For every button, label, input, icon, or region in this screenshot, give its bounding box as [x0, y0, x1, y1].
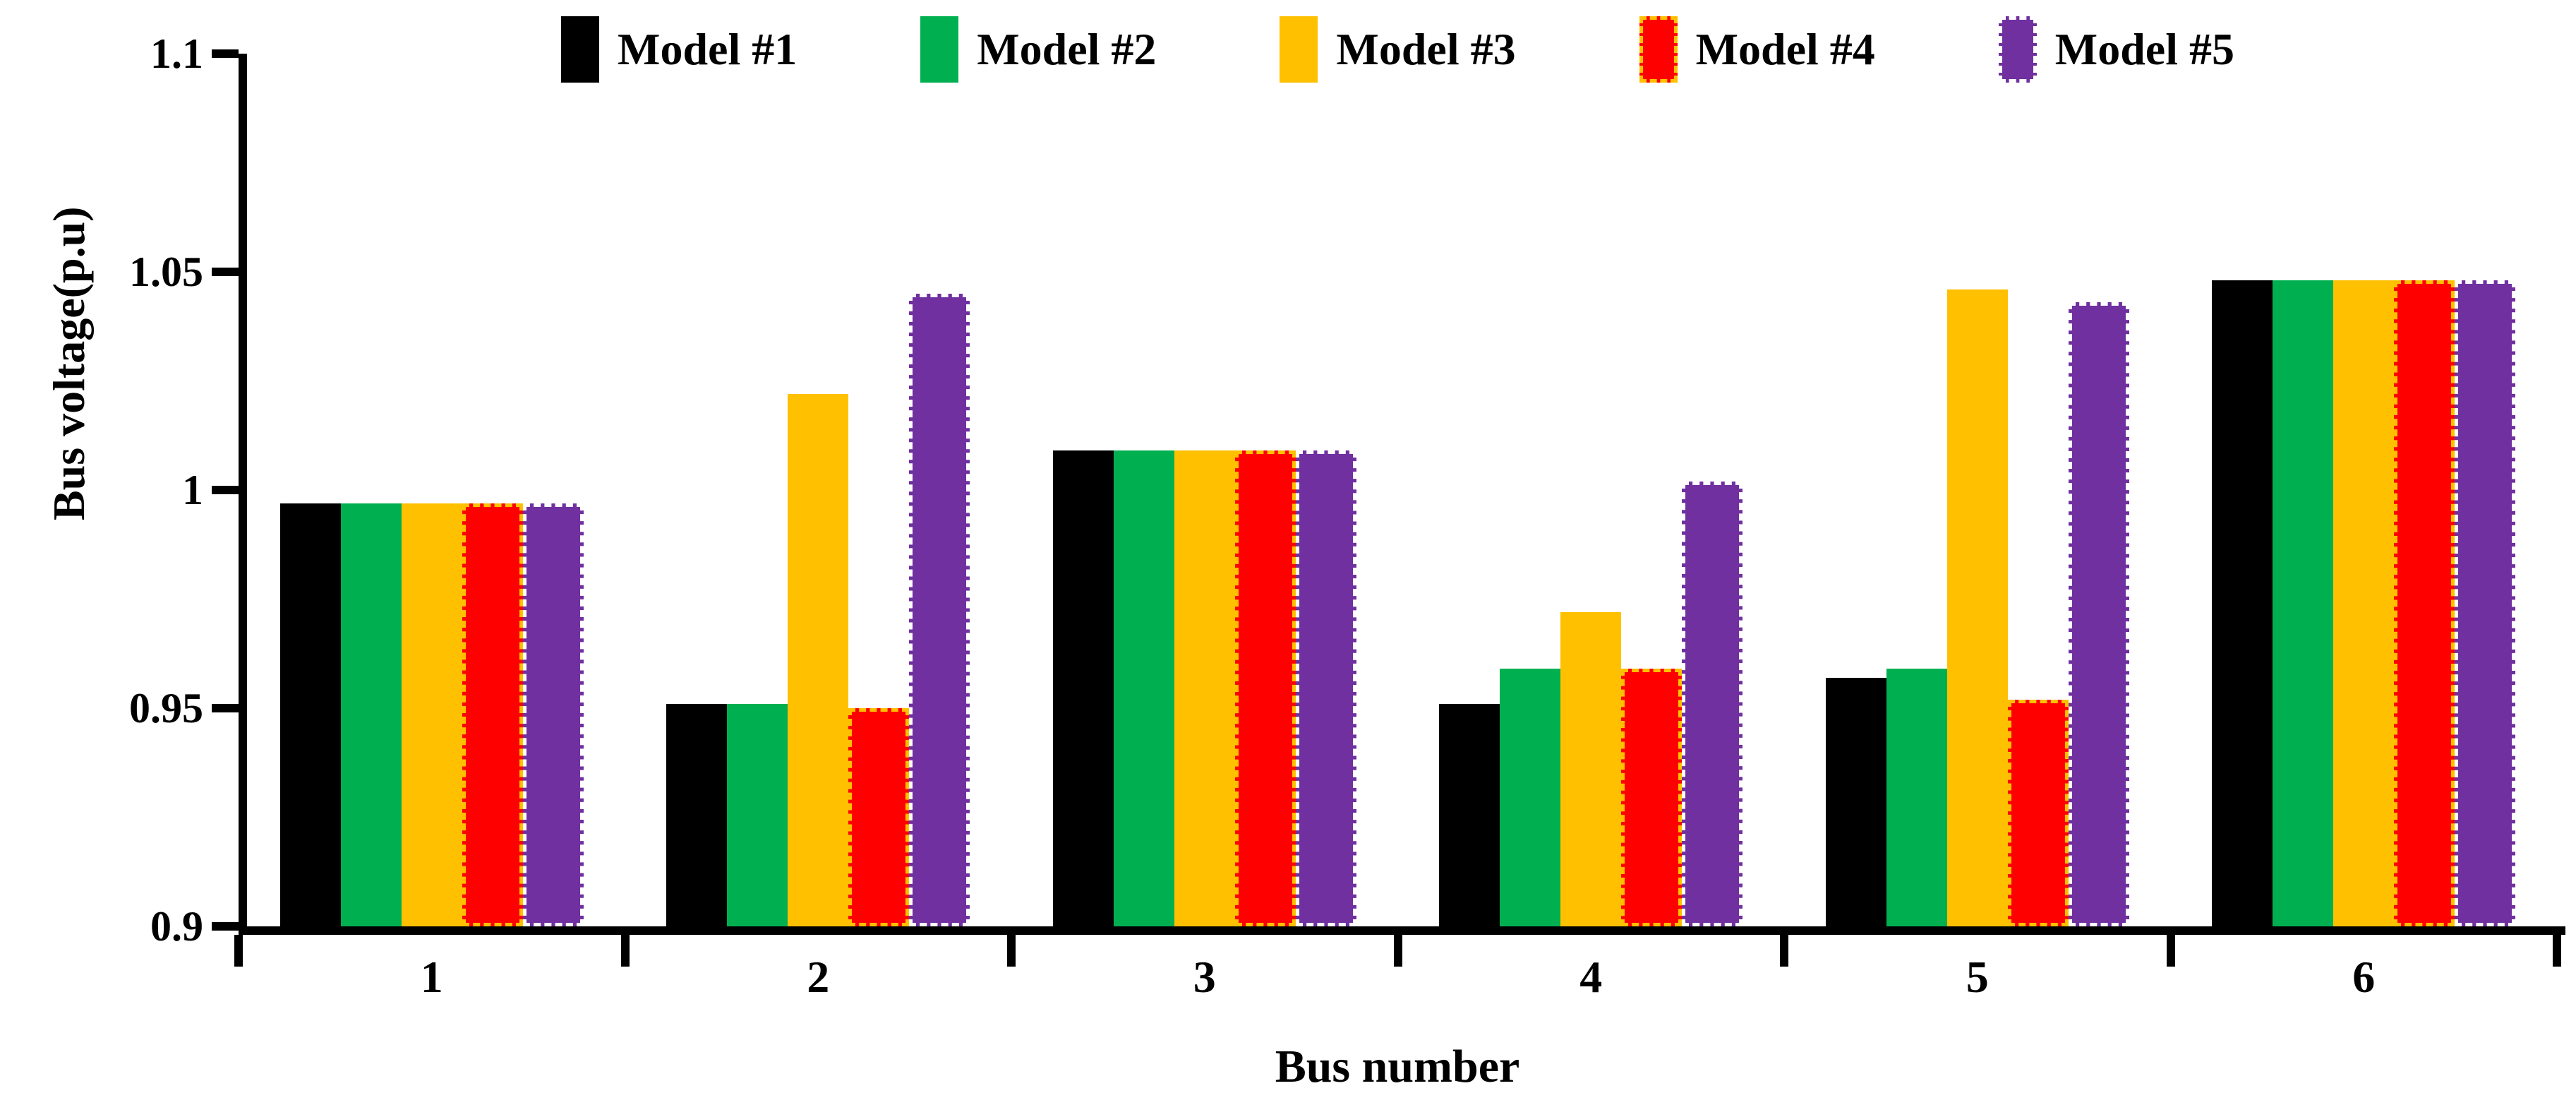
bar-group [239, 54, 625, 926]
bar [401, 503, 462, 926]
bar [909, 293, 970, 926]
legend-item: Model #2 [920, 16, 1156, 83]
y-axis-tick [212, 486, 239, 494]
bar [1621, 669, 1683, 926]
bar [1295, 450, 1356, 926]
bar [1886, 669, 1947, 926]
legend-swatch-icon [920, 16, 959, 83]
bar [1174, 450, 1235, 926]
bar [2212, 280, 2273, 926]
bar [2068, 302, 2129, 926]
bar [666, 703, 728, 926]
legend-swatch-icon [1639, 16, 1678, 83]
x-axis-tick [2166, 935, 2175, 967]
x-axis-tick [2553, 935, 2561, 967]
legend-item: Model #3 [1280, 16, 1516, 83]
bar [462, 503, 523, 926]
y-tick-label: 0.95 [129, 685, 203, 731]
bar [788, 394, 849, 926]
y-tick-label: 1 [182, 467, 203, 513]
bar [2333, 280, 2395, 926]
bar [2394, 280, 2455, 926]
x-axis-title: Bus number [1275, 1041, 1520, 1092]
y-tick-label: 1.05 [129, 249, 203, 295]
bar [1234, 450, 1296, 926]
bar [1682, 481, 1743, 926]
legend-label: Model #2 [977, 24, 1157, 74]
bar-group [1011, 54, 1398, 926]
bar-group [2171, 54, 2558, 926]
x-tick-label: 4 [1579, 952, 1603, 1002]
x-axis-tick [1393, 935, 1402, 967]
bar [2455, 280, 2516, 926]
legend-label: Model #1 [618, 24, 798, 74]
y-axis-tick [212, 704, 239, 712]
bar [279, 503, 341, 926]
x-axis-tick [1007, 935, 1016, 967]
bar [1500, 669, 1561, 926]
bar [2007, 699, 2069, 926]
plot-area [212, 49, 2565, 967]
legend-swatch-icon [561, 16, 600, 83]
y-axis-title: Bus voltage(p.u) [43, 207, 95, 521]
legend-swatch-icon [1998, 16, 2037, 83]
legend-label: Model #5 [2054, 24, 2234, 74]
x-tick-label: 3 [1193, 952, 1216, 1002]
bar [727, 703, 788, 926]
y-axis-title-text: Bus voltage(p.u) [44, 206, 94, 521]
bar [1825, 677, 1886, 926]
x-axis-tick [234, 935, 243, 967]
legend-label: Model #3 [1336, 24, 1516, 74]
bar-group [1398, 54, 1785, 926]
legend-item: Model #5 [1998, 16, 2234, 83]
y-axis-tick [212, 49, 239, 58]
bar [2273, 280, 2334, 926]
x-axis-tick [620, 935, 630, 967]
bar [848, 708, 910, 926]
legend-item: Model #1 [561, 16, 797, 83]
bar [522, 503, 584, 926]
x-axis-tick [1780, 935, 1788, 967]
legend: Model #1 Model #2 Model #3 Model #4 Model #5 [239, 7, 2557, 92]
bar-group [1784, 54, 2171, 926]
bar-group [625, 54, 1012, 926]
bar [1439, 703, 1500, 926]
y-tick-label: 0.9 [150, 903, 203, 950]
x-tick-label: 1 [420, 952, 443, 1002]
x-tick-label: 2 [807, 952, 830, 1002]
bar [1946, 289, 2008, 926]
bar [1052, 450, 1114, 926]
legend-item: Model #4 [1639, 16, 1875, 83]
legend-swatch-icon [1280, 16, 1318, 83]
x-tick-label: 5 [1966, 952, 1989, 1002]
y-axis-tick [212, 268, 239, 276]
legend-label: Model #4 [1695, 24, 1875, 74]
bar [1113, 450, 1174, 926]
bar [340, 503, 402, 926]
y-tick-label: 1.1 [150, 30, 203, 77]
x-tick-label: 6 [2352, 952, 2376, 1002]
y-axis-tick [212, 922, 239, 931]
bar [1560, 612, 1622, 926]
